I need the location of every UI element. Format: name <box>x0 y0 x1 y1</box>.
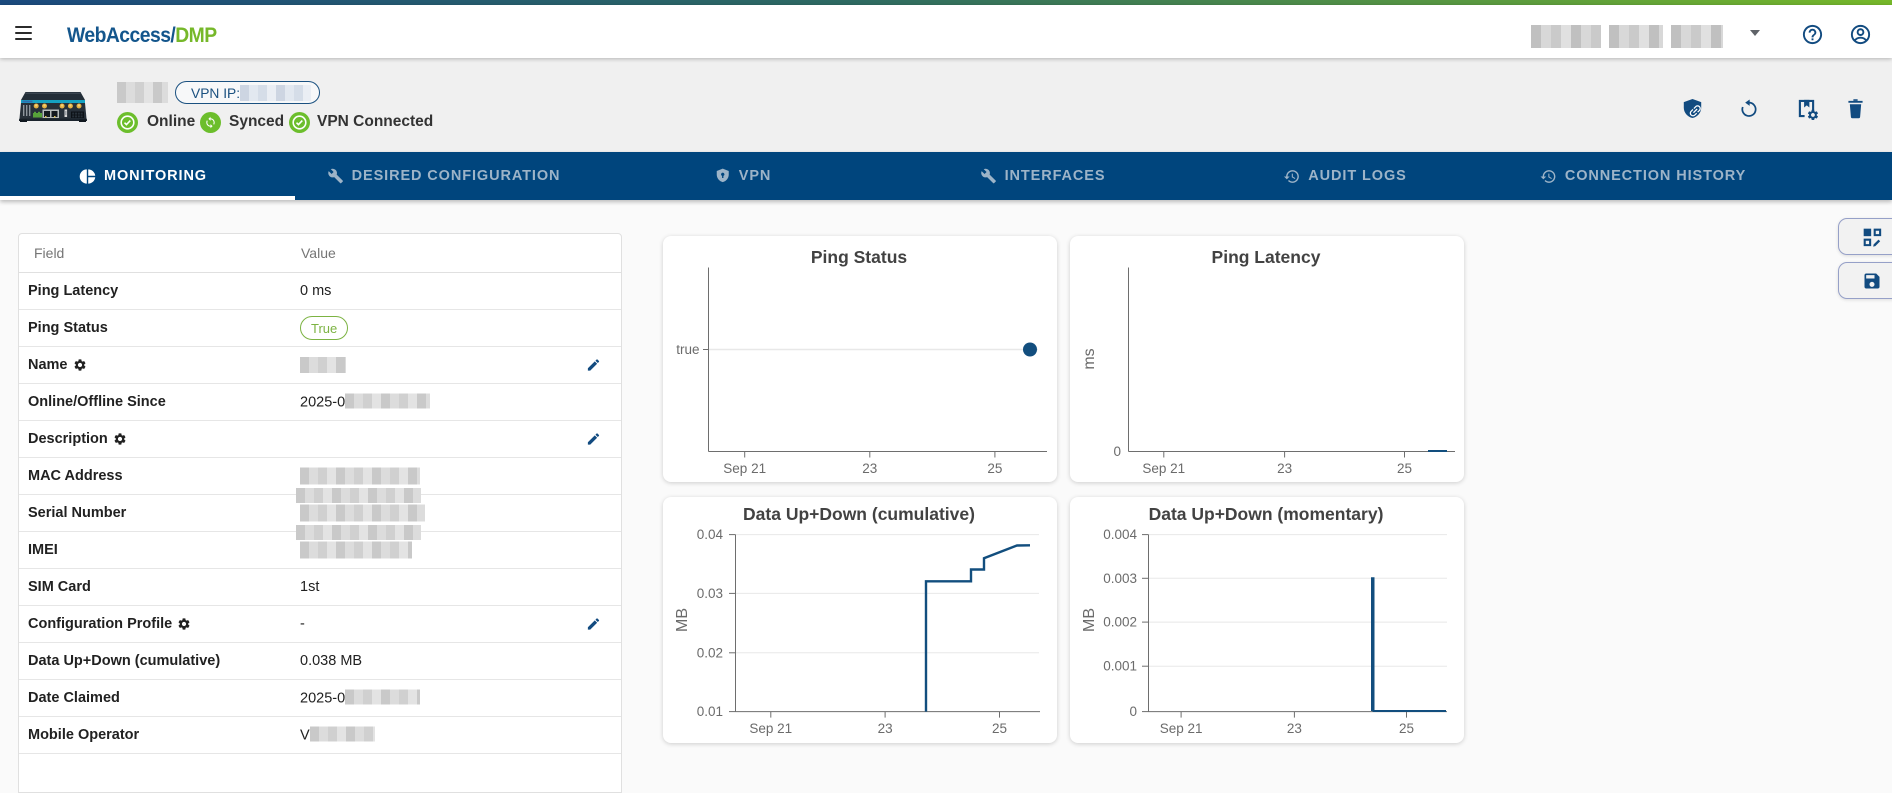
svg-text:MB: MB <box>674 608 691 632</box>
svg-text:Sep 21: Sep 21 <box>1160 721 1203 736</box>
svg-text:Data Up+Down (momentary): Data Up+Down (momentary) <box>1149 504 1384 524</box>
svg-text:ms: ms <box>1081 348 1098 369</box>
svg-text:0.04: 0.04 <box>697 527 724 542</box>
svg-text:25: 25 <box>987 461 1002 476</box>
svg-text:23: 23 <box>878 721 893 736</box>
svg-text:0: 0 <box>1129 704 1137 719</box>
svg-text:0.001: 0.001 <box>1103 659 1137 674</box>
svg-text:23: 23 <box>1287 721 1302 736</box>
svg-text:0.01: 0.01 <box>697 704 723 719</box>
svg-text:true: true <box>676 342 699 357</box>
svg-text:0: 0 <box>1113 444 1121 459</box>
svg-text:25: 25 <box>992 721 1007 736</box>
svg-text:Sep 21: Sep 21 <box>1142 461 1185 476</box>
svg-text:Data Up+Down (cumulative): Data Up+Down (cumulative) <box>743 504 975 524</box>
svg-text:0.003: 0.003 <box>1103 571 1137 586</box>
svg-text:Ping Latency: Ping Latency <box>1212 247 1321 267</box>
svg-text:Sep 21: Sep 21 <box>723 461 766 476</box>
svg-text:0.02: 0.02 <box>697 645 723 660</box>
svg-text:25: 25 <box>1399 721 1414 736</box>
svg-text:25: 25 <box>1397 461 1412 476</box>
svg-text:MB: MB <box>1081 608 1098 632</box>
svg-text:Sep 21: Sep 21 <box>749 721 792 736</box>
svg-text:23: 23 <box>862 461 877 476</box>
svg-text:Ping Status: Ping Status <box>811 247 908 267</box>
svg-text:23: 23 <box>1277 461 1292 476</box>
svg-text:0.03: 0.03 <box>697 586 723 601</box>
svg-text:0.002: 0.002 <box>1103 615 1137 630</box>
svg-text:0.004: 0.004 <box>1103 527 1137 542</box>
